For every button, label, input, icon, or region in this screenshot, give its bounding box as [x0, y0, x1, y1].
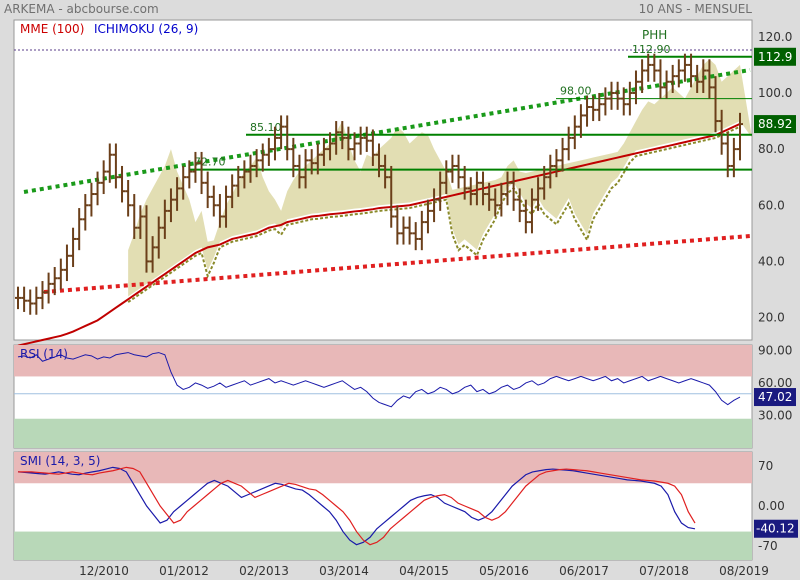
x-tick-label: 06/2017: [559, 564, 609, 578]
resistance-value: 112.9: [758, 50, 792, 64]
rsi-tick-label: 30.00: [758, 408, 792, 422]
x-tick-label: 02/2013: [239, 564, 289, 578]
y-tick-label: 100.0: [758, 86, 792, 100]
level-label: 72.70: [194, 156, 226, 169]
chart-header: ARKEMA - abcbourse.com 10 ANS - MENSUEL: [0, 0, 800, 18]
level-label: 98.00: [560, 85, 592, 98]
x-tick-label: 12/2010: [79, 564, 129, 578]
last-price-box: [754, 115, 796, 134]
smi-last-value: -40.12: [756, 522, 795, 536]
upper-trend-line: [23, 68, 751, 194]
smi-oversold-zone: [14, 531, 752, 560]
y-tick-label: 20.0: [758, 311, 785, 325]
smi-line: [17, 466, 696, 546]
x-tick-label: 08/2019: [719, 564, 769, 578]
x-tick-label: 01/2012: [159, 564, 209, 578]
last-price-value: 88.92: [758, 117, 792, 131]
resistance-box: [754, 47, 796, 66]
rsi-line: [17, 352, 741, 408]
x-tick-label: 07/2018: [639, 564, 689, 578]
rsi-overbought-zone: [14, 345, 752, 377]
rsi-legend: RSI (14): [20, 347, 68, 361]
y-tick-label: 60.0: [758, 198, 785, 212]
period-title: 10 ANS - MENSUEL: [638, 2, 752, 16]
y-tick-label: 80.0: [758, 142, 785, 156]
x-tick-label: 04/2015: [399, 564, 449, 578]
legend-mme: MME (100): [20, 22, 84, 36]
level-label: 85.10: [250, 121, 282, 134]
rsi-last-value: 47.02: [758, 390, 792, 404]
y-tick-label: 40.0: [758, 254, 785, 268]
y-tick-label: 120.0: [758, 30, 792, 44]
lower-trend-line: [43, 234, 751, 294]
smi-tick-label: 0.00: [758, 499, 785, 513]
rsi-last-box: [754, 388, 796, 407]
x-tick-label: 05/2016: [479, 564, 529, 578]
rsi-tick-label: 60.00: [758, 376, 792, 390]
level-label: 112.90: [632, 43, 671, 56]
smi-last-box: [754, 519, 798, 538]
mme-100-line: [17, 122, 741, 347]
legend-ichimoku: ICHIMOKU (26, 9): [94, 22, 198, 36]
smi-legend: SMI (14, 3, 5): [20, 454, 100, 468]
rsi-tick-label: 90.00: [758, 343, 792, 357]
x-tick-label: 03/2014: [319, 564, 369, 578]
smi-signal-line: [18, 466, 696, 546]
smi-tick-label: 70: [758, 459, 773, 473]
rsi-oversold-zone: [14, 418, 752, 448]
source-title: ARKEMA - abcbourse.com: [4, 2, 159, 16]
phh-annotation: PHH: [642, 28, 667, 42]
smi-tick-label: -70: [758, 539, 778, 553]
